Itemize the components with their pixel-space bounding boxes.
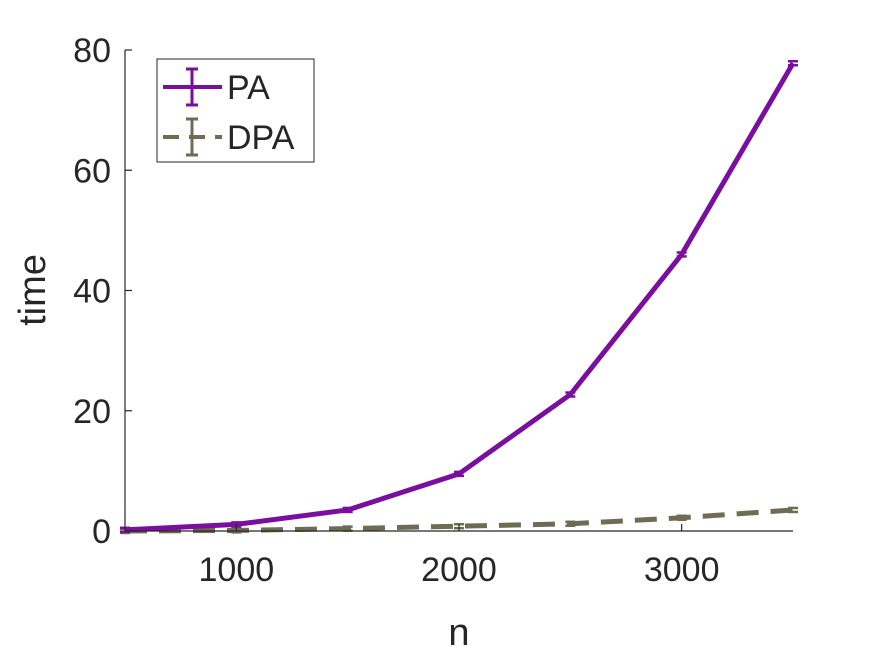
y-tick-label: 40 (73, 273, 111, 311)
x-tick-label: 3000 (644, 551, 720, 589)
y-ticks: 0 20 40 60 80 (73, 32, 132, 551)
x-axis-label: n (448, 612, 469, 654)
legend-label-dpa: DPA (227, 119, 295, 157)
x-tick-label: 2000 (421, 551, 497, 589)
y-tick-label: 80 (73, 32, 111, 70)
legend-entry-dpa: DPA (163, 117, 295, 157)
x-ticks: 1000 2000 3000 (199, 524, 720, 589)
legend: PA DPA (156, 58, 315, 163)
y-tick-label: 60 (73, 152, 111, 190)
legend-entry-pa: PA (163, 67, 270, 107)
legend-box (156, 58, 315, 163)
y-axis-label: time (12, 254, 54, 326)
x-tick-label: 1000 (199, 551, 275, 589)
y-tick-label: 20 (73, 393, 111, 431)
legend-label-pa: PA (227, 69, 270, 107)
y-tick-label: 0 (92, 513, 111, 551)
